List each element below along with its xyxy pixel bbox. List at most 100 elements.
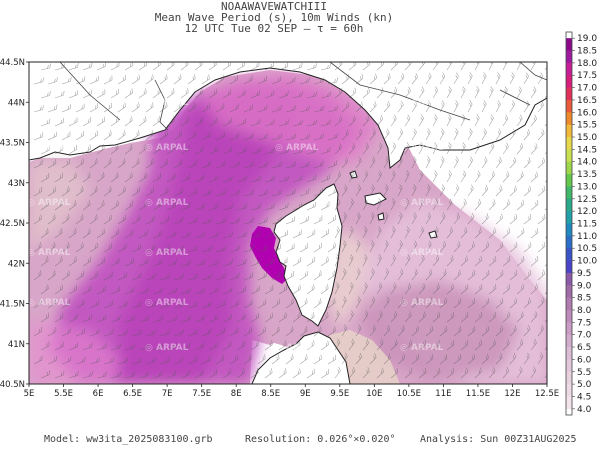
- wind-barb: [334, 254, 340, 267]
- wind-barb: [68, 200, 77, 211]
- wind-barb: [530, 114, 537, 127]
- wind-barb: [96, 200, 105, 211]
- wind-barb: [299, 161, 310, 169]
- wind-barb: [173, 159, 183, 169]
- colorbar-swatch: [566, 137, 572, 150]
- wind-barb: [348, 366, 356, 379]
- lon-tick-label: 12.5E: [535, 389, 559, 399]
- wind-barb: [173, 187, 183, 197]
- wind-barb: [152, 62, 161, 71]
- wind-barb: [159, 158, 168, 169]
- wind-barb: [61, 327, 71, 337]
- wind-barb: [341, 156, 349, 169]
- wind-barb: [516, 255, 525, 267]
- wind-barb: [145, 158, 154, 169]
- wind-barb: [530, 62, 536, 71]
- wind-barb: [250, 368, 259, 379]
- colorbar-swatch: [566, 198, 572, 212]
- wind-barb: [453, 72, 459, 85]
- colorbar-label: 7.0: [577, 331, 592, 341]
- lat-tick-label: 42N: [8, 259, 25, 269]
- wind-barb: [334, 282, 340, 295]
- wind-barb: [229, 103, 239, 113]
- wind-barb: [103, 271, 113, 281]
- wind-barb: [117, 243, 127, 253]
- wind-barb: [397, 212, 403, 225]
- wind-barb: [376, 170, 382, 183]
- wind-barb: [362, 115, 370, 127]
- wind-barb: [488, 142, 495, 155]
- wind-barb: [194, 314, 205, 323]
- wind-barb: [68, 228, 77, 239]
- wind-barb: [327, 354, 336, 365]
- wind-barb: [530, 86, 537, 99]
- sea-max-period-patch: [250, 226, 288, 284]
- wind-barb: [362, 282, 368, 295]
- wind-barb: [222, 89, 232, 99]
- colorbar-swatch: [566, 186, 572, 200]
- wind-barb: [89, 103, 99, 113]
- wind-barb: [292, 257, 302, 267]
- wind-barb: [369, 101, 377, 113]
- wind-barb: [229, 272, 240, 281]
- wind-barb: [208, 117, 218, 127]
- wind-barb: [292, 368, 301, 379]
- wind-barb: [222, 62, 231, 71]
- wind-barb: [516, 142, 524, 155]
- wind-barb: [355, 240, 361, 253]
- wind-barb: [306, 147, 317, 155]
- colorbar-label: 10.5: [577, 244, 597, 254]
- wind-barb: [530, 228, 539, 239]
- wind-barb: [362, 226, 368, 239]
- wind-barb: [404, 198, 410, 211]
- wind-barb: [47, 242, 56, 253]
- colorbar-label: 11.0: [577, 232, 597, 242]
- wind-barb: [243, 244, 254, 253]
- colorbar-swatch: [566, 112, 572, 125]
- wind-barb: [523, 157, 531, 169]
- wind-barb: [488, 367, 496, 379]
- wind-barb: [264, 230, 275, 239]
- wind-barb: [425, 325, 434, 337]
- sea-magenta-core: [120, 90, 300, 384]
- wind-barb: [110, 116, 119, 127]
- wind-barb: [124, 229, 134, 239]
- wind-barb: [194, 116, 204, 127]
- wind-barb: [173, 216, 184, 225]
- wind-barb: [516, 311, 524, 323]
- wind-barb: [264, 203, 275, 211]
- wind-barb: [194, 369, 204, 379]
- wind-barb: [215, 160, 226, 169]
- colorbar-swatch: [566, 235, 572, 249]
- wind-barb: [530, 255, 539, 267]
- wind-barb: [383, 240, 389, 253]
- wind-barb: [47, 214, 56, 225]
- wind-barb: [166, 173, 176, 183]
- arpal-watermark: ◎ ARPAL: [27, 248, 71, 258]
- wind-barb: [418, 339, 427, 351]
- wind-barb: [467, 213, 475, 225]
- wind-barb: [313, 326, 322, 337]
- wind-barb: [222, 203, 234, 211]
- wind-barb: [502, 256, 511, 267]
- colorbar-label: 19.0: [577, 34, 597, 44]
- wind-barb: [285, 243, 295, 253]
- wind-barb: [40, 370, 50, 379]
- wind-barb: [453, 297, 462, 309]
- wind-barb: [376, 62, 385, 71]
- wind-barb: [516, 62, 522, 71]
- wind-barb: [474, 339, 483, 351]
- lon-tick-label: 11.5E: [466, 389, 490, 399]
- wind-barb: [446, 142, 452, 155]
- wind-barb: [201, 102, 210, 113]
- wind-barb: [320, 146, 331, 155]
- wind-barb: [138, 315, 150, 323]
- wind-barb: [180, 173, 190, 183]
- wind-barb: [82, 314, 92, 323]
- wind-barb: [376, 198, 382, 211]
- wind-barb: [488, 114, 494, 127]
- wind-barb: [264, 90, 275, 99]
- wind-barb: [460, 86, 466, 99]
- wind-barb: [89, 299, 99, 309]
- wind-barb: [306, 284, 315, 295]
